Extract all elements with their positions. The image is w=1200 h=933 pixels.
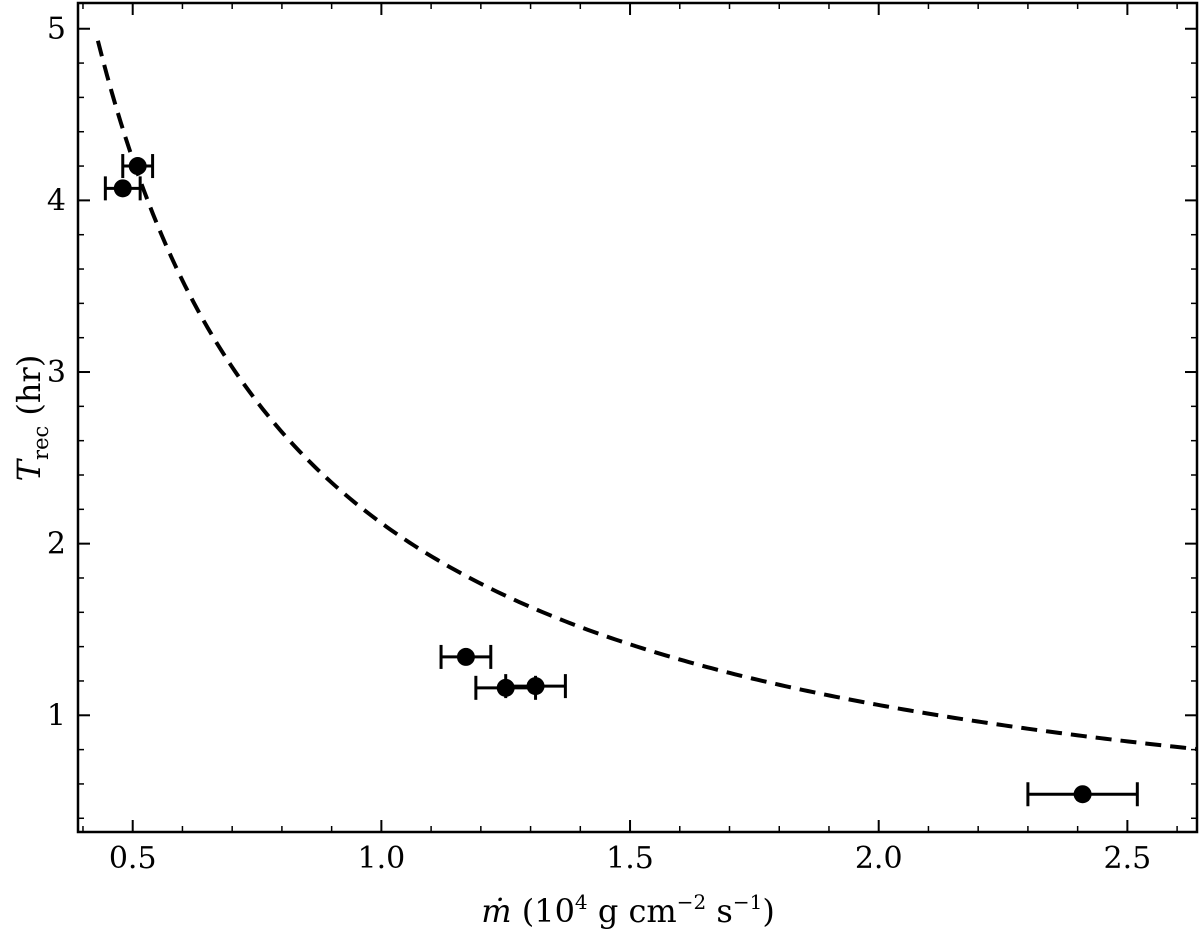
x-tick-label: 2.0 — [855, 841, 903, 876]
x-tick-label: 2.5 — [1104, 841, 1152, 876]
data-point — [456, 647, 475, 666]
x-tick-label: 1.0 — [358, 841, 406, 876]
x-tick-label: 1.5 — [606, 841, 654, 876]
data-point — [526, 677, 545, 696]
data-point — [113, 179, 132, 198]
data-point — [1073, 785, 1092, 804]
data-point — [128, 157, 147, 176]
y-tick-label: 5 — [47, 12, 66, 47]
y-tick-label: 4 — [47, 183, 66, 218]
fit-line — [95, 40, 1198, 752]
y-tick-label: 2 — [47, 527, 66, 562]
data-points-group — [103, 154, 1139, 807]
y-tick-label: 3 — [47, 355, 66, 390]
x-tick-label: 0.5 — [109, 841, 157, 876]
fit-line-group — [95, 40, 1198, 752]
plot-frame — [76, 1, 1199, 834]
y-tick-label: 1 — [47, 698, 66, 733]
ticks: 0.5 1.0 1.5 2.0 2.5 1 2 3 4 5 — [47, 3, 1197, 876]
y-axis-label: Trec (hr) — [10, 355, 53, 482]
x-axis-label: ṁ (104 g cm−2 s−1) — [481, 890, 775, 930]
